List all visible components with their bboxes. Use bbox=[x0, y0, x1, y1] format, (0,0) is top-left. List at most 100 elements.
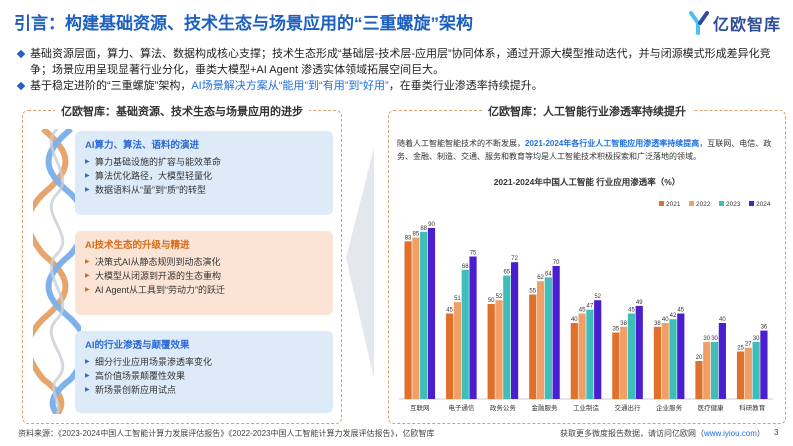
card-item: 数据语料从“量”到“质”的转型 bbox=[85, 183, 325, 197]
right-panel-header: 亿欧智库：人工智能行业渗透率持续提升 bbox=[389, 102, 785, 120]
bullet-text-pre: 基于稳定进阶的“三重螺旋”架构， bbox=[30, 80, 192, 92]
data-label: 65 bbox=[503, 270, 510, 276]
data-label: 40 bbox=[571, 317, 578, 323]
x-tick-label: 医疗健康 bbox=[698, 403, 725, 412]
card-title: AI的行业渗透与颠覆效果 bbox=[85, 340, 190, 351]
bar bbox=[420, 231, 428, 399]
intro-bullets: 基础资源层面，算力、算法、数据构成核心支撑；技术生态形成“基础层-技术层-应用层… bbox=[16, 46, 784, 94]
data-label: 30 bbox=[753, 336, 760, 342]
chart-description: 随着人工智能智能技术的不断发展，2021-2024年各行业人工智能应用渗透率持续… bbox=[397, 137, 777, 163]
desc-highlight: 2021-2024年各行业人工智能应用渗透率持续提高 bbox=[525, 139, 700, 148]
card-title: AI算力、算法、语料的演进 bbox=[85, 140, 200, 151]
bar bbox=[446, 313, 454, 399]
data-label: 36 bbox=[761, 325, 768, 331]
brand-logo: 亿欧智库 bbox=[688, 10, 781, 36]
bar bbox=[469, 256, 477, 399]
bar bbox=[536, 281, 545, 399]
card-compute-evolution: AI算力、算法、语料的演进 算力基础设施的扩容与能效革命 算法优化路径，大模型轻… bbox=[75, 131, 333, 215]
bar bbox=[653, 326, 662, 399]
data-label: 30 bbox=[711, 336, 718, 342]
bullet-item: 基于稳定进阶的“三重螺旋”架构，AI场景解决方案从“能用”到“有用”到“好用”，… bbox=[16, 78, 784, 94]
bar bbox=[578, 313, 586, 399]
data-label: 38 bbox=[620, 321, 627, 327]
data-label: 49 bbox=[636, 300, 643, 306]
data-label: 40 bbox=[719, 317, 726, 323]
x-tick-label: 工业制造 bbox=[573, 403, 600, 412]
bar bbox=[544, 277, 552, 399]
page-number: 3 bbox=[774, 428, 779, 437]
bar bbox=[718, 323, 726, 399]
bullet-text: 基础资源层面，算力、算法、数据构成核心支撑；技术生态形成“基础层-技术层-应用层… bbox=[30, 48, 771, 76]
bar bbox=[487, 304, 495, 399]
legend-label: 2024 bbox=[756, 201, 771, 208]
data-label: 72 bbox=[511, 256, 518, 262]
bullet-highlight: AI场景解决方案从“能用”到“有用”到“好用” bbox=[191, 80, 389, 92]
data-label: 85 bbox=[413, 232, 420, 238]
diamond-bullet-icon bbox=[16, 81, 26, 91]
bar bbox=[503, 275, 511, 399]
footer-post: ） bbox=[756, 429, 765, 438]
bullet-text-post: ，在垂类行业渗透率持续提升。 bbox=[388, 80, 543, 92]
bar bbox=[736, 351, 745, 399]
data-label: 70 bbox=[553, 260, 560, 266]
left-panel-header: 亿欧智库：基础资源、技术生态与场景应用的进步 bbox=[23, 102, 341, 120]
data-label: 52 bbox=[594, 294, 601, 300]
data-label: 25 bbox=[737, 346, 744, 352]
card-title: AI技术生态的升级与精进 bbox=[85, 240, 190, 251]
data-label: 50 bbox=[488, 298, 495, 304]
card-item: 算法优化路径，大模型轻量化 bbox=[85, 169, 325, 183]
desc-post: ，互联网、电信、政务、金融、制造、交通、服务和教育等均是人工智能技术积极探索和广… bbox=[397, 139, 772, 161]
legend-label: 2022 bbox=[696, 201, 711, 208]
data-label: 62 bbox=[537, 275, 544, 281]
data-label: 30 bbox=[703, 336, 710, 342]
brand-logo-icon bbox=[689, 11, 709, 35]
left-panel-title: 亿欧智库：基础资源、技术生态与场景应用的进步 bbox=[55, 106, 309, 118]
bar bbox=[510, 262, 519, 399]
bar bbox=[552, 266, 560, 399]
legend-swatch bbox=[749, 201, 754, 206]
data-label: 55 bbox=[529, 289, 536, 295]
right-panel-title: 亿欧智库：人工智能行业渗透率持续提升 bbox=[482, 106, 692, 118]
right-panel: 亿欧智库：人工智能行业渗透率持续提升 随着人工智能智能技术的不断发展，2021-… bbox=[388, 106, 786, 424]
data-label: 42 bbox=[670, 313, 677, 319]
x-tick-label: 交通出行 bbox=[615, 403, 642, 412]
legend-swatch bbox=[689, 201, 694, 206]
bar bbox=[669, 319, 677, 399]
data-label: 68 bbox=[462, 264, 469, 270]
bar bbox=[703, 342, 711, 399]
data-label: 45 bbox=[677, 308, 684, 314]
x-tick-label: 企业服务 bbox=[656, 403, 683, 412]
bar bbox=[586, 309, 594, 399]
footer-link-note: 获取更多微度报告数据，请访问亿欧网（www.iyiou.com） bbox=[560, 428, 765, 439]
data-label: 35 bbox=[613, 327, 620, 333]
transition-arrow-graphic bbox=[346, 148, 374, 378]
data-label: 38 bbox=[654, 321, 661, 327]
footer-link[interactable]: www.iyiou.com bbox=[704, 429, 757, 438]
legend-swatch bbox=[659, 201, 664, 206]
left-panel: 亿欧智库：基础资源、技术生态与场景应用的进步 AI算力、算法、语料的演进 算力基… bbox=[22, 106, 342, 424]
bar bbox=[635, 305, 643, 399]
data-label: 27 bbox=[745, 342, 752, 348]
card-item: 细分行业应用场景渗透率变化 bbox=[85, 355, 325, 369]
bar bbox=[627, 313, 636, 399]
card-item: 新场景创新应用试点 bbox=[85, 383, 325, 397]
bar bbox=[760, 330, 768, 399]
penetration-bar-chart: 2021-2024年中国人工智能 行业应用渗透率（%） 2021 2022 2023 2… bbox=[399, 177, 773, 412]
bar bbox=[404, 241, 412, 399]
diamond-bullet-icon bbox=[16, 49, 26, 59]
bar bbox=[427, 228, 436, 399]
data-label: 88 bbox=[420, 226, 427, 232]
bar bbox=[752, 342, 760, 399]
card-item: 高价值场景颠覆性效果 bbox=[85, 369, 325, 383]
data-label: 20 bbox=[696, 355, 703, 361]
x-tick-label: 金融服务 bbox=[531, 403, 558, 412]
legend-label: 2021 bbox=[666, 201, 681, 208]
bar bbox=[620, 326, 628, 399]
bar bbox=[453, 302, 462, 399]
data-label: 45 bbox=[628, 308, 635, 314]
card-item: 大模型从闭源到开源的生态重构 bbox=[85, 269, 325, 283]
bar bbox=[677, 313, 685, 399]
data-label: 83 bbox=[405, 235, 412, 241]
bar bbox=[744, 347, 752, 399]
card-item: AI Agent从工具到“劳动力”的跃迁 bbox=[85, 283, 325, 297]
